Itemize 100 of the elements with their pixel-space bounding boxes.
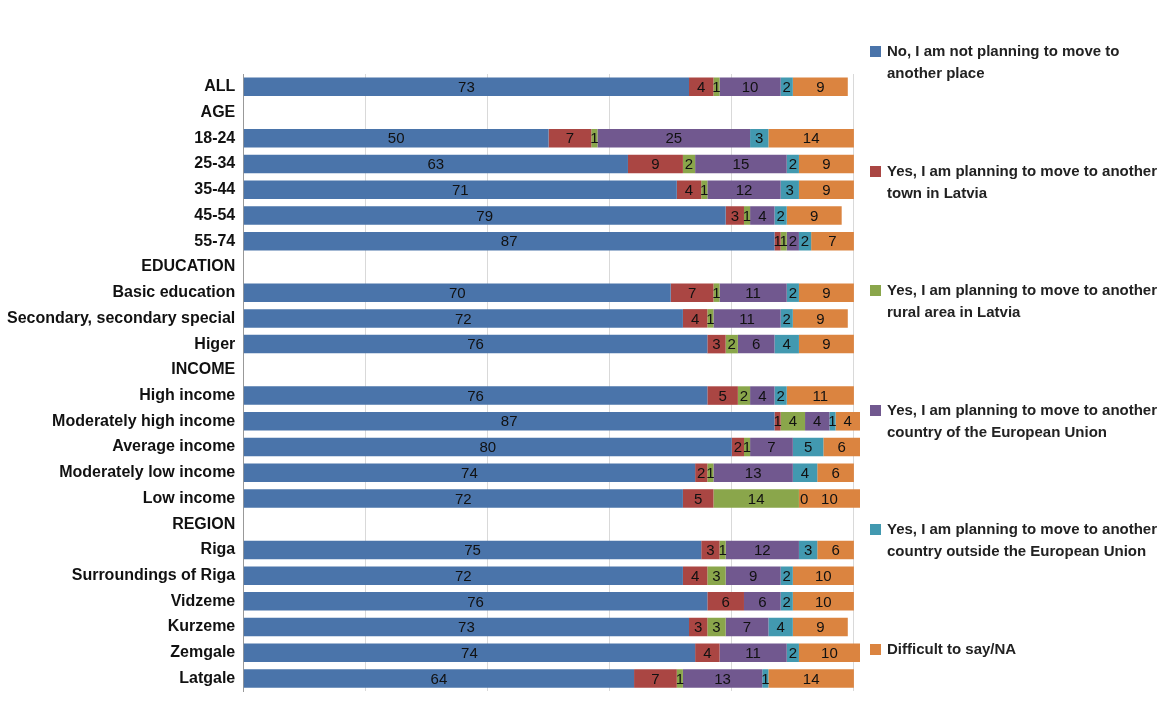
data-label: 1 (590, 129, 599, 147)
bar (243, 412, 775, 431)
data-label: 7 (651, 669, 660, 687)
data-label: 64 (430, 669, 448, 687)
data-label: 75 (464, 541, 481, 559)
data-label: 14 (802, 669, 820, 687)
bar (682, 489, 714, 508)
bar (792, 309, 848, 328)
bar (707, 180, 781, 200)
bar (634, 669, 677, 688)
data-label: 3 (706, 541, 715, 559)
data-label: 72 (454, 309, 472, 327)
data-label: 1 (828, 412, 837, 430)
data-label: 7 (565, 129, 575, 147)
data-label: 5 (718, 386, 727, 404)
data-label: 10 (741, 78, 759, 95)
bar (707, 386, 738, 405)
data-label: 11 (745, 283, 761, 301)
data-label: 2 (788, 232, 797, 250)
y-tick-label: Zemgale (170, 643, 236, 661)
data-label: 1 (675, 669, 685, 687)
bar (670, 283, 714, 302)
data-label: 4 (703, 643, 712, 661)
bar (719, 643, 787, 663)
bar (792, 592, 854, 611)
data-label: 74 (461, 463, 478, 481)
data-label: 76 (467, 592, 484, 610)
data-label: 11 (812, 386, 829, 404)
data-label: 3 (730, 206, 739, 224)
data-label: 1 (742, 438, 752, 456)
data-label: 2 (733, 438, 743, 456)
data-label: 9 (822, 180, 831, 198)
data-label: 4 (758, 386, 767, 404)
bar (243, 180, 677, 200)
data-label: 9 (816, 78, 825, 95)
data-label: 9 (816, 309, 825, 327)
data-label: 3 (712, 618, 721, 636)
bar (737, 334, 775, 354)
data-label: 4 (690, 566, 700, 584)
legend-label: Difficult to say/NA (887, 638, 1017, 659)
bar (707, 566, 726, 585)
data-label: 4 (758, 206, 767, 224)
y-tick-label: 45-54 (194, 205, 236, 223)
data-label: 3 (803, 541, 813, 559)
bar (243, 231, 775, 251)
data-label: 1 (718, 541, 727, 559)
bar (811, 231, 854, 251)
bar (792, 463, 818, 482)
data-label: 14 (802, 129, 820, 147)
bar (243, 592, 708, 611)
bar (786, 206, 842, 225)
bar (798, 283, 854, 302)
bar (768, 129, 854, 148)
data-label: 2 (782, 592, 791, 610)
data-label: 80 (479, 438, 497, 456)
bar (243, 154, 628, 174)
data-label: 12 (753, 541, 771, 559)
data-label: 13 (744, 463, 762, 481)
bar (243, 309, 683, 328)
bar (682, 309, 708, 328)
y-tick-label: AGE (200, 102, 236, 120)
data-label: 71 (451, 180, 469, 198)
bar (243, 489, 683, 508)
legend-label: Yes, I am planning to move to another country outside the European Union (887, 519, 1159, 562)
bar (786, 386, 854, 405)
y-tick-label: Low income (142, 488, 236, 506)
bar (243, 77, 690, 97)
data-label: 70 (448, 283, 466, 301)
data-label: 1 (706, 309, 715, 327)
data-label: 73 (458, 78, 475, 95)
y-tick-label: Riga (200, 540, 236, 558)
data-label: 4 (684, 180, 694, 198)
data-label: 79 (476, 206, 494, 224)
annotation: 0 (799, 489, 809, 507)
data-label: 5 (803, 438, 813, 456)
bar (719, 283, 787, 302)
bar (713, 309, 781, 328)
bar (682, 566, 708, 585)
data-label: 87 (500, 232, 518, 250)
bar (725, 566, 781, 585)
bar (548, 129, 592, 148)
data-label: 76 (467, 386, 484, 404)
data-label: 73 (458, 618, 475, 636)
data-label: 7 (742, 618, 752, 636)
bar (750, 386, 775, 405)
data-label: 74 (461, 643, 478, 661)
data-label: 10 (821, 489, 838, 507)
y-tick-label: High income (139, 385, 236, 403)
data-label: 6 (831, 541, 840, 559)
data-label: 72 (454, 489, 472, 507)
data-label: 15 (732, 155, 750, 173)
bar (792, 77, 848, 97)
data-label: 4 (813, 412, 822, 430)
data-label: 10 (821, 643, 838, 661)
bar (243, 643, 696, 663)
data-label: 2 (727, 335, 736, 353)
y-tick-label: Vidzeme (170, 591, 236, 609)
data-label: 87 (500, 412, 518, 430)
data-label: 6 (837, 438, 846, 456)
data-label: 9 (822, 155, 831, 173)
